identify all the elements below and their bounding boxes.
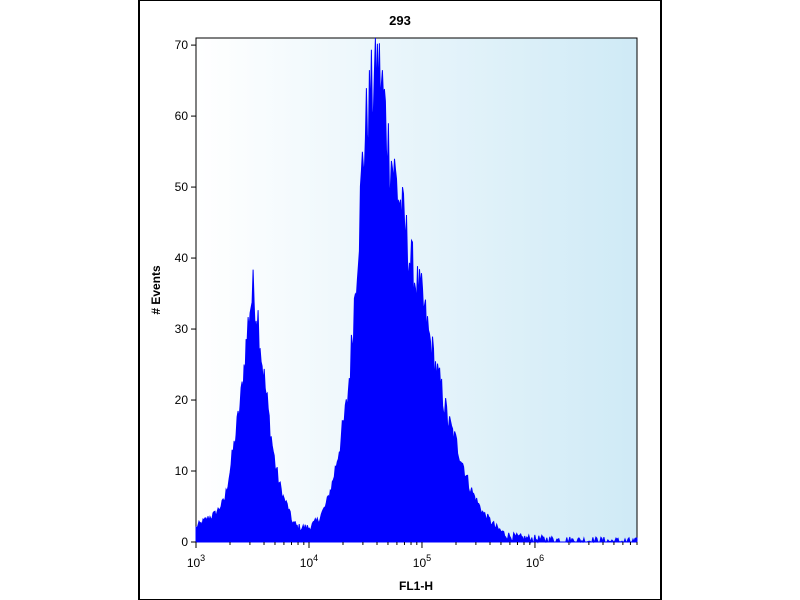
x-tick-label: 103 xyxy=(187,553,205,570)
x-tick-label: 105 xyxy=(413,553,431,570)
y-axis-label: # Events xyxy=(149,265,163,315)
y-tick-label: 0 xyxy=(181,535,188,549)
y-tick-label: 20 xyxy=(175,393,189,407)
histogram-area xyxy=(195,37,638,544)
y-tick-label: 40 xyxy=(175,251,189,265)
x-axis-ticks: 103 104 105 106 xyxy=(187,542,638,570)
x-tick-label: 104 xyxy=(300,553,318,570)
y-tick-label: 50 xyxy=(175,180,189,194)
x-axis-label: FL1-H xyxy=(399,579,433,593)
y-tick-label: 30 xyxy=(175,322,189,336)
y-tick-label: 70 xyxy=(175,38,189,52)
y-tick-label: 10 xyxy=(175,464,189,478)
chart-title: 293 xyxy=(389,13,411,28)
y-tick-label: 60 xyxy=(175,109,189,123)
y-axis-ticks: 0 10 20 30 40 50 60 70 xyxy=(175,38,196,549)
x-tick-label: 106 xyxy=(526,553,544,570)
